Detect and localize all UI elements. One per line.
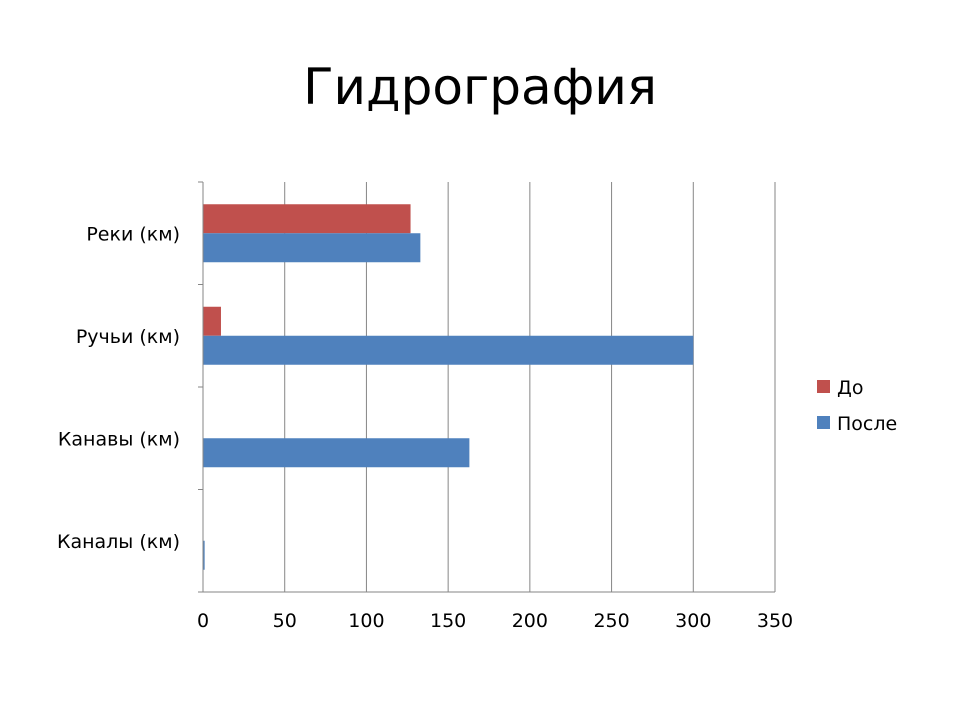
x-tick-label: 200 [512, 610, 548, 632]
axes [198, 181, 775, 593]
legend-swatch-do [817, 380, 830, 393]
legend-label-posle: После [837, 413, 897, 435]
bar-posle-0 [203, 233, 421, 263]
x-tick-label: 100 [348, 610, 384, 632]
category-label: Канавы (км) [58, 428, 180, 450]
bar-posle-1 [203, 335, 694, 365]
bars [203, 204, 694, 570]
legend-swatch-posle [817, 416, 830, 429]
bar-do-0 [203, 204, 411, 234]
x-tick-label: 0 [197, 610, 209, 632]
category-labels: Реки (км) Ручьи (км) Канавы (км) Каналы (км… [57, 223, 180, 553]
x-tick-label: 50 [273, 610, 297, 632]
x-tick-label: 150 [430, 610, 466, 632]
legend: До После [817, 377, 897, 435]
x-tick-label: 250 [593, 610, 629, 632]
category-label: Каналы (км) [57, 531, 180, 553]
legend-label-do: До [837, 377, 863, 399]
chart-title: Гидрография [303, 58, 657, 116]
category-label: Реки (км) [86, 223, 180, 245]
category-label: Ручьи (км) [76, 326, 180, 348]
bar-posle-2 [203, 438, 470, 468]
x-tick-label: 350 [757, 610, 793, 632]
x-tick-labels: 0 50 100 150 200 250 300 350 [197, 610, 793, 632]
bar-posle-3 [203, 540, 205, 570]
x-tick-label: 300 [675, 610, 711, 632]
bar-do-1 [203, 306, 221, 336]
